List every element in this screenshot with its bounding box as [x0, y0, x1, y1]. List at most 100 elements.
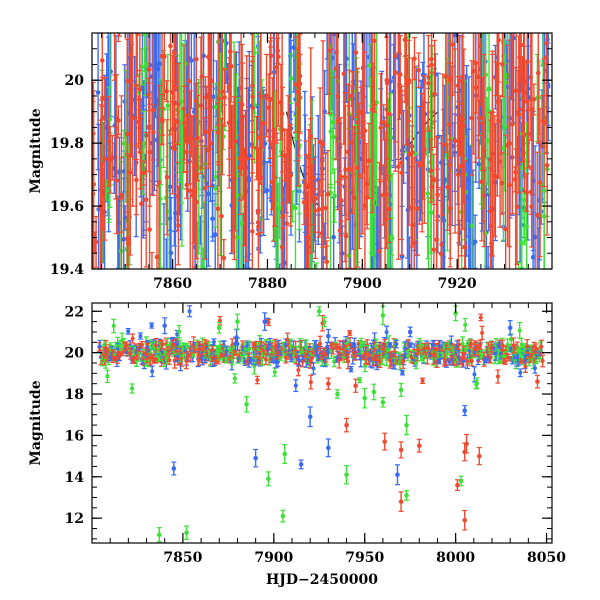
top-series-2-point: [133, 83, 139, 88]
top-series-2-point: [544, 162, 550, 168]
top-series-2-point: [473, 85, 479, 91]
top-series-0-point: [412, 283, 417, 288]
top-series-2-point: [329, 33, 335, 35]
top-series-0-point: [206, 191, 211, 197]
bottom-series-1-point: [177, 329, 182, 334]
top-series-2-point: [100, 95, 105, 101]
top-series-0-point: [537, 289, 542, 294]
bottom-series-1-point: [191, 352, 196, 357]
bottom-series-0-point: [187, 309, 192, 314]
top-series-2-point: [513, 88, 519, 93]
top-series-2-point: [338, 174, 344, 179]
top-series-2-point: [377, 248, 382, 254]
top-series-0-point: [542, 17, 547, 22]
top-series-2-point: [471, 68, 476, 74]
top-series-2-point: [490, 110, 495, 115]
top-series-2-point: [422, 147, 427, 152]
top-series-2-point: [512, 177, 518, 182]
top-series-1-point: [141, 141, 147, 146]
top-series-2-point: [279, 244, 285, 250]
top-series-1-point: [389, 236, 395, 241]
top-series-2-point: [341, 71, 347, 77]
top-series-2-point: [242, 194, 247, 200]
top-series-2-point: [537, 180, 543, 185]
top-series-2-point: [264, 93, 269, 98]
top-series-2-point: [141, 170, 146, 176]
top-series-1-point: [142, 33, 147, 37]
top-series-2-point: [176, 223, 181, 228]
top-series-2-point: [134, 33, 140, 36]
top-series-2-point: [351, 195, 357, 201]
top-series-2-point: [127, 170, 133, 175]
top-plot-area: [92, 2, 551, 309]
top-series-2-point: [284, 221, 290, 226]
bottom-series-2-point: [300, 359, 305, 364]
top-series-1-point: [143, 14, 148, 19]
top-series-0-point: [167, 184, 173, 190]
bottom-series-2-point: [296, 368, 301, 373]
top-series-2-point: [116, 118, 121, 123]
top-series-2-point: [429, 56, 434, 62]
bottom-series-0-point: [293, 383, 298, 388]
top-series-2-point: [399, 170, 405, 176]
top-series-2-point: [415, 206, 420, 211]
top-series-2-point: [378, 125, 384, 131]
top-series-2-point: [146, 67, 152, 72]
top-series-1-point: [277, 205, 282, 211]
top-series-2-point: [184, 149, 189, 155]
top-series-0-point: [472, 239, 478, 245]
bottom-series-1-point: [228, 348, 233, 353]
top-series-0-point: [509, 2, 514, 7]
top-series-2-point: [503, 226, 509, 232]
top-series-0-point: [212, 232, 218, 237]
top-series-0-point: [397, 20, 402, 25]
top-series-2-point: [295, 102, 301, 107]
bottom-series-1-point: [184, 344, 189, 349]
top-series-2-point: [232, 139, 238, 144]
top-panel: 7860 7880 7900 7920 19.4 19.6 19.8 20 Magnitude: [28, 2, 553, 309]
top-x-tick-label: 7900: [343, 276, 382, 292]
top-series-2-point: [168, 43, 173, 49]
top-series-2-point: [109, 155, 115, 161]
top-series-2-point: [282, 153, 287, 158]
bottom-series-2-point: [160, 342, 165, 347]
top-series-2-point: [492, 173, 498, 179]
top-series-2-point: [250, 83, 255, 88]
top-series-0-point: [154, 137, 160, 143]
top-series-2-point: [102, 156, 108, 162]
top-series-2-point: [268, 53, 274, 58]
top-series-2-point: [459, 163, 464, 169]
top-series-0-point: [344, 56, 349, 61]
top-series-2-point: [215, 206, 221, 212]
top-series-1-point: [314, 276, 319, 281]
top-series-2-point: [92, 131, 96, 136]
top-series-1-point: [469, 223, 475, 229]
top-series-2-point: [92, 191, 96, 197]
top-series-2-point: [384, 77, 390, 83]
top-series-2-point: [151, 129, 156, 135]
top-series-2-point: [347, 166, 352, 172]
top-series-2-point: [304, 304, 309, 309]
top-series-1-point: [516, 287, 521, 292]
top-series-2-point: [215, 130, 221, 135]
top-series-2-point: [500, 61, 505, 67]
bottom-series-2-point: [308, 380, 313, 385]
top-series-2-point: [406, 151, 412, 157]
top-series-2-point: [194, 199, 199, 205]
top-series-2-point: [118, 192, 124, 198]
bottom-series-2-point: [196, 347, 201, 352]
top-series-2-point: [156, 179, 162, 185]
top-series-2-point: [164, 88, 169, 94]
top-series-1-point: [522, 197, 528, 203]
top-series-2-point: [337, 228, 343, 233]
top-series-2-point: [458, 11, 463, 16]
top-series-2-point: [219, 213, 224, 219]
top-y-axis-label: Magnitude: [28, 108, 44, 193]
top-series-2-point: [524, 190, 530, 195]
top-series-2-point: [99, 187, 104, 193]
top-series-2-point: [125, 78, 130, 84]
top-series-2-point: [479, 179, 485, 185]
top-series-1-point: [331, 134, 336, 140]
top-series-1-point: [519, 266, 525, 269]
